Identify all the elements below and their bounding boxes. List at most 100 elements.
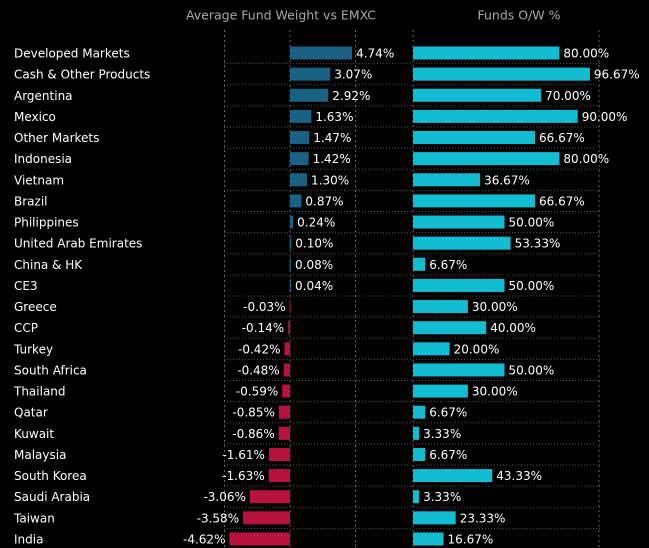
category-label: Mexico [14, 110, 56, 124]
category-label: Vietnam [14, 173, 64, 187]
value-label: 50.00% [509, 279, 555, 293]
value-label: 0.04% [295, 279, 333, 293]
category-label: Kuwait [14, 427, 54, 441]
value-label: -0.42% [238, 342, 280, 356]
category-label: Indonesia [14, 152, 72, 166]
bar [413, 194, 536, 208]
bar [413, 257, 426, 271]
bar [413, 532, 444, 546]
value-label: 0.87% [305, 194, 343, 208]
category-label: Saudi Arabia [14, 490, 90, 504]
bar [283, 363, 290, 377]
value-label: 1.42% [313, 152, 351, 166]
bar [413, 215, 505, 229]
bar [282, 384, 290, 398]
bar [290, 46, 353, 60]
value-label: 70.00% [545, 89, 591, 103]
value-label: 66.67% [539, 131, 585, 145]
category-label: South Africa [14, 363, 87, 377]
bar [268, 447, 290, 461]
value-label: 3.33% [423, 490, 461, 504]
bar [243, 511, 290, 525]
value-label: 40.00% [490, 321, 536, 335]
value-label: 50.00% [509, 216, 555, 230]
bar [288, 321, 290, 335]
category-label: CCP [14, 321, 38, 335]
value-label: 23.33% [460, 511, 506, 525]
bar [290, 88, 329, 102]
category-label: China & HK [14, 258, 83, 272]
value-label: 0.08% [295, 258, 333, 272]
value-label: 2.92% [332, 89, 370, 103]
value-label: 1.30% [311, 173, 349, 187]
bar [413, 88, 542, 102]
bar [284, 342, 290, 356]
value-label: 20.00% [454, 342, 500, 356]
value-label: 6.67% [429, 448, 467, 462]
bar [413, 67, 590, 81]
bar [290, 257, 292, 271]
bar [290, 215, 294, 229]
value-label: 6.67% [429, 406, 467, 420]
value-label: 80.00% [563, 152, 609, 166]
value-label: 30.00% [472, 300, 518, 314]
bar [278, 405, 290, 419]
value-label: 43.33% [496, 469, 542, 483]
bar [413, 405, 426, 419]
bar [413, 131, 536, 145]
value-label: 50.00% [509, 363, 555, 377]
category-label: Argentina [14, 89, 73, 103]
category-label: United Arab Emirates [14, 237, 142, 251]
category-label: Brazil [14, 194, 48, 208]
category-label: Developed Markets [14, 47, 130, 61]
bar [413, 278, 505, 292]
category-label: Turkey [13, 342, 53, 356]
bar [413, 384, 468, 398]
bar [278, 426, 290, 440]
value-label: 30.00% [472, 385, 518, 399]
bar [413, 426, 420, 440]
bar [413, 447, 426, 461]
bar [289, 300, 291, 314]
category-label: India [14, 532, 43, 546]
category-label: Greece [14, 300, 57, 314]
bar [413, 321, 487, 335]
category-label: Thailand [13, 385, 66, 399]
value-label: 53.33% [515, 237, 561, 251]
bar [413, 511, 456, 525]
category-label: Other Markets [14, 131, 99, 145]
bar [290, 109, 312, 123]
bar [290, 67, 331, 81]
category-label: Qatar [14, 406, 48, 420]
panel-title: Average Fund Weight vs EMXC [186, 8, 376, 23]
value-label: 1.63% [315, 110, 353, 124]
value-label: -3.58% [197, 511, 239, 525]
category-label: Taiwan [13, 511, 55, 525]
bar [413, 300, 468, 314]
value-label: -0.85% [232, 406, 274, 420]
bar [290, 131, 310, 145]
value-label: 1.47% [313, 131, 351, 145]
bar [290, 173, 308, 187]
bar [290, 236, 292, 250]
bar [413, 469, 493, 483]
bar [290, 194, 302, 208]
panel-title: Funds O/W % [477, 8, 560, 23]
value-label: 96.67% [594, 68, 640, 82]
value-label: -0.14% [242, 321, 284, 335]
bar [229, 532, 290, 546]
category-label: Cash & Other Products [14, 68, 150, 82]
value-label: 66.67% [539, 194, 585, 208]
value-label: -4.62% [183, 532, 225, 546]
bar [413, 46, 560, 60]
bar [413, 109, 578, 123]
value-label: -1.61% [222, 448, 264, 462]
value-label: -0.48% [237, 363, 279, 377]
bar [413, 173, 481, 187]
value-label: 90.00% [582, 110, 628, 124]
category-label: Malaysia [14, 448, 66, 462]
bar [413, 363, 505, 377]
bar [413, 342, 450, 356]
value-label: 36.67% [484, 173, 530, 187]
